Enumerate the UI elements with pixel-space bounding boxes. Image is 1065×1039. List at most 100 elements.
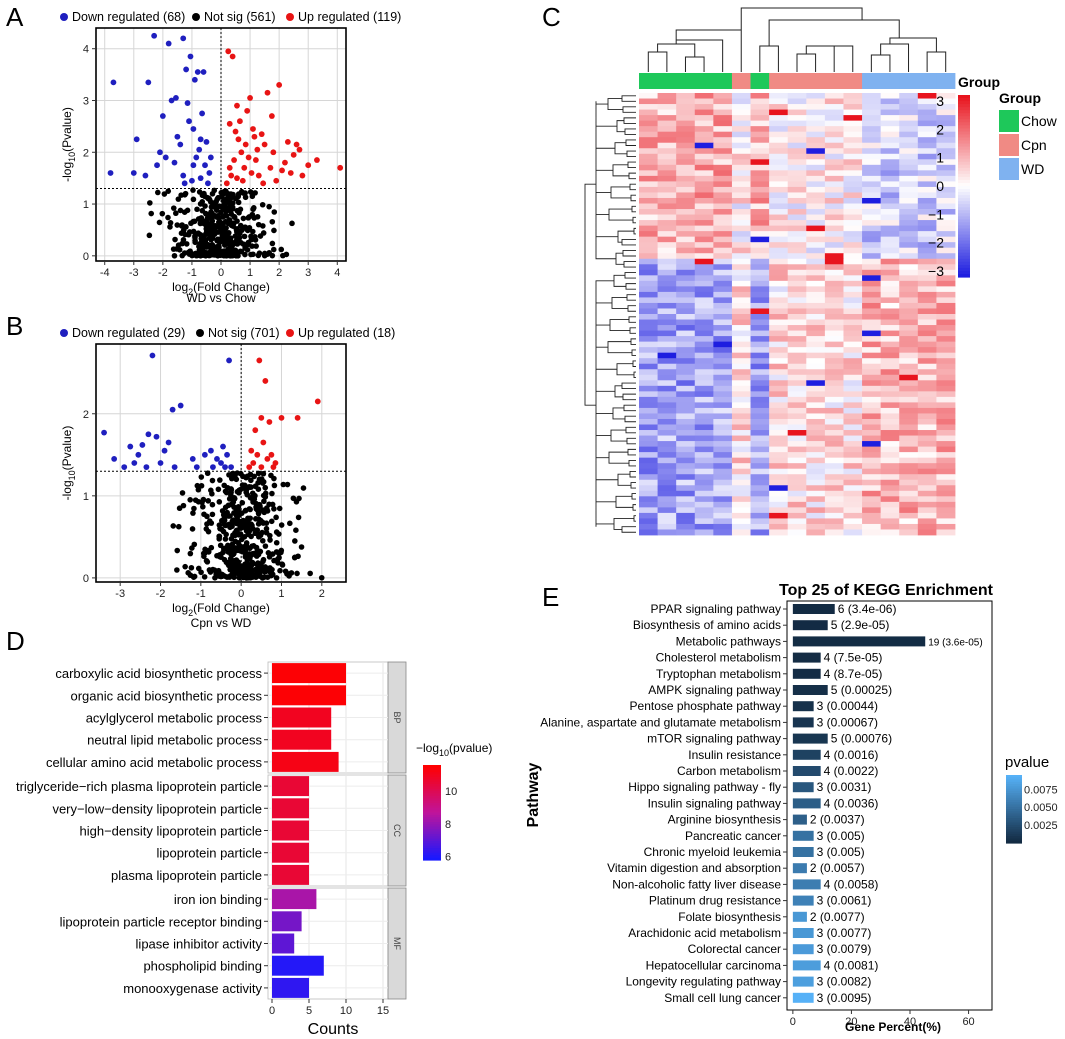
ns-point [284, 481, 291, 488]
heatmap-cell [806, 175, 826, 182]
scale-step [958, 128, 970, 132]
heatmap-cell [731, 501, 751, 508]
heatmap-cell [787, 98, 807, 105]
heatmap-cell [824, 175, 844, 182]
heatmap-cell [639, 380, 658, 387]
colorbar-step [1006, 818, 1022, 821]
pathway-label: Tryptophan metabolism [656, 667, 781, 681]
heatmap-cell [936, 269, 956, 276]
heatmap-cell [806, 247, 826, 254]
heatmap-cell [843, 341, 863, 348]
heatmap-cell [657, 413, 677, 420]
colorbar-step [423, 857, 441, 861]
heatmap-cell [676, 330, 696, 337]
down-point [210, 464, 216, 471]
heatmap-cell [676, 363, 696, 370]
ns-point [174, 222, 181, 228]
heatmap-cell [936, 501, 956, 508]
heatmap-cell [787, 258, 807, 265]
heatmap-cell [657, 341, 677, 348]
colorbar-step [1006, 829, 1022, 833]
heatmap-cell [824, 485, 844, 492]
heatmap-cell [639, 137, 658, 144]
heatmap-cell [843, 352, 863, 359]
heatmap-cell [824, 203, 844, 210]
legend-label: Up regulated (119) [298, 10, 401, 24]
heatmap-cell [880, 452, 900, 459]
heatmap-cell [769, 457, 789, 464]
heatmap-cell [787, 164, 807, 171]
heatmap-cell [639, 347, 658, 354]
y-axis-label: -log10(Pvalue) [60, 107, 77, 182]
pathway-label: Pancreatic cancer [685, 829, 781, 843]
colorbar-step [1006, 779, 1022, 783]
scale-step [958, 204, 970, 208]
subtitle: Cpn vs WD [191, 616, 252, 630]
heatmap-cell [862, 137, 882, 144]
heatmap-cell [676, 529, 696, 536]
up-point [242, 141, 249, 148]
down-point [101, 429, 107, 436]
heatmap-cell [843, 109, 863, 116]
heatmap-cell [713, 468, 733, 475]
heatmap-cell [750, 391, 770, 398]
down-point [174, 133, 181, 140]
heatmap-cell [676, 120, 696, 127]
heatmap-cell [862, 231, 882, 238]
heatmap-cell [750, 186, 770, 193]
ns-point [255, 486, 262, 492]
heatmap-cell [899, 501, 919, 508]
colorbar-tick-label: 8 [445, 819, 451, 831]
ns-point [257, 503, 263, 509]
heatmap-cell [731, 269, 751, 276]
colorbar-title-suffix: (pvalue) [449, 741, 492, 755]
heatmap-cell [824, 148, 844, 155]
group-annotation-cell [769, 73, 789, 89]
heatmap-cell [787, 396, 807, 403]
heatmap-cell [787, 385, 807, 392]
heatmap-cell [824, 225, 844, 232]
heatmap-cell [750, 148, 770, 155]
heatmap-cell [713, 280, 733, 287]
heatmap-cell [731, 523, 751, 530]
heatmap-cell [824, 518, 844, 525]
heatmap-cell [731, 485, 751, 492]
heatmap-cell [694, 231, 714, 238]
heatmap-cell [880, 325, 900, 331]
heatmap-cell [750, 220, 770, 226]
heatmap-cell [806, 109, 826, 116]
ns-point [259, 537, 266, 544]
heatmap-cell [843, 518, 863, 525]
ns-point [173, 210, 179, 217]
heatmap-cell [713, 336, 733, 343]
heatmap-cell [750, 258, 770, 265]
heatmap-cell [694, 330, 714, 337]
heatmap-cell [676, 242, 696, 249]
heatmap-cell [676, 247, 696, 254]
heatmap-cell [936, 490, 956, 497]
heatmap-cell [639, 115, 658, 122]
pathway-label: Colorectal cancer [688, 942, 781, 956]
heatmap-cell [676, 109, 696, 116]
heatmap-cell [843, 446, 863, 453]
ns-point [189, 545, 195, 551]
kegg-bar-label: 5 (0.00025) [831, 683, 892, 697]
pathway-label: Hepatocellular carcinoma [646, 958, 782, 972]
kegg-bar [792, 928, 814, 938]
heatmap-cell [694, 275, 714, 282]
pathway-label: Arachidonic acid metabolism [628, 926, 781, 940]
heatmap-cell [862, 430, 882, 436]
heatmap-cell [862, 336, 882, 343]
heatmap-cell [824, 452, 844, 459]
heatmap-cell [657, 286, 677, 293]
heatmap-cell [713, 104, 733, 110]
heatmap-cell [694, 347, 714, 354]
heatmap-cell [769, 479, 789, 486]
heatmap-cell [639, 430, 658, 436]
heatmap-cell [657, 385, 677, 392]
scale-step [958, 186, 970, 190]
heatmap-cell [750, 452, 770, 459]
scale-step [958, 104, 970, 108]
down-point [143, 464, 150, 471]
heatmap-cell [899, 291, 919, 298]
